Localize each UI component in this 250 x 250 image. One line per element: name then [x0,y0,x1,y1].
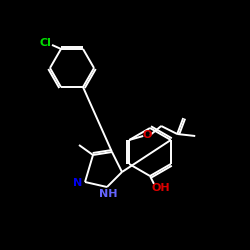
Text: O: O [142,130,152,140]
Text: N: N [74,178,82,188]
Text: NH: NH [99,189,117,199]
Text: Cl: Cl [39,38,51,48]
Text: OH: OH [152,183,170,193]
